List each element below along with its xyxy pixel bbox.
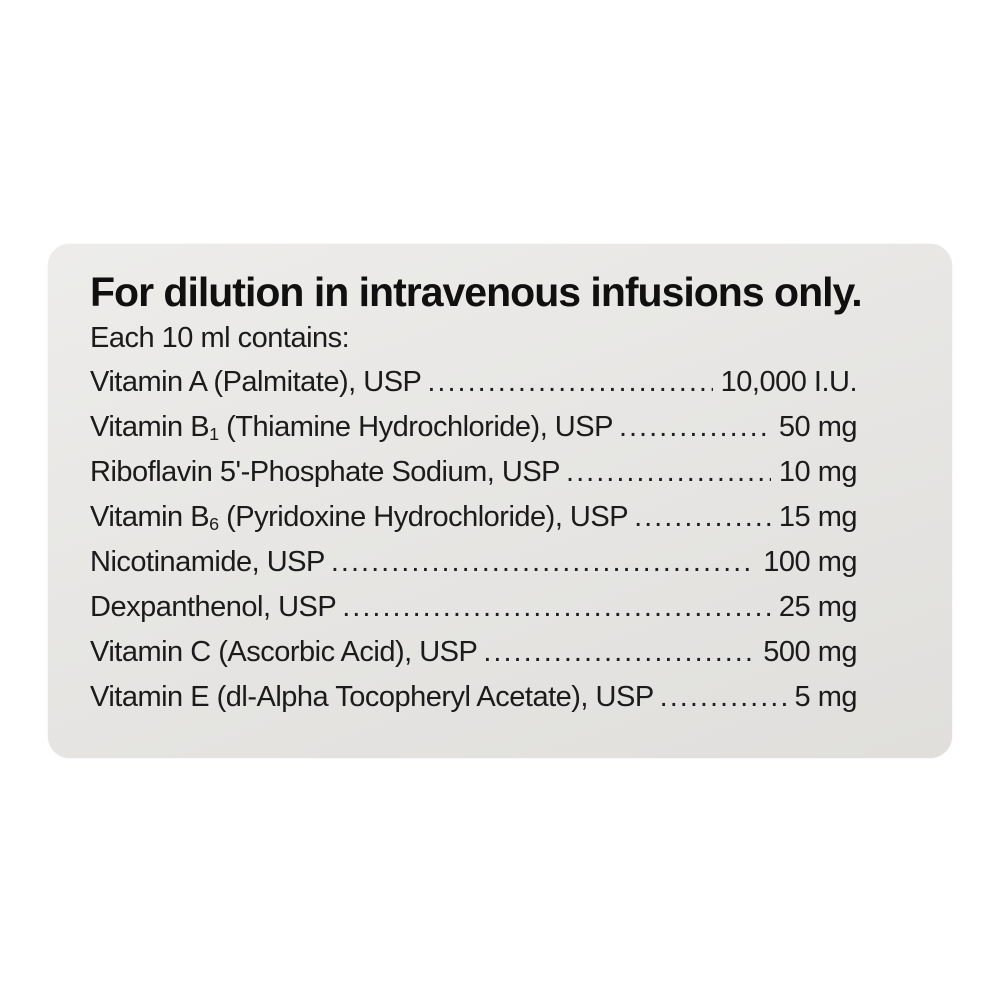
ingredient-name: Dexpanthenol, USP [90, 585, 337, 630]
ingredient-value: 50 mg [778, 411, 858, 443]
dot-leader: ........................................… [618, 411, 771, 443]
dot-leader: ........................................… [634, 501, 771, 533]
dot-leader: ........................................… [342, 591, 771, 623]
ingredient-row: Vitamin E (dl-Alpha Tocopheryl Acetate),… [90, 675, 858, 720]
contents-heading: Each 10 ml contains: [90, 322, 350, 354]
ingredient-row: Vitamin C (Ascorbic Acid), USP .........… [90, 630, 857, 675]
ingredient-value: 10 mg [778, 456, 858, 488]
ingredient-post: (Thiamine Hydrochloride), USP [218, 411, 613, 443]
ingredient-name: Vitamin E (dl-Alpha Tocopheryl Acetate),… [90, 675, 654, 720]
dot-leader: ........................................… [659, 681, 787, 713]
ingredient-pre: Vitamin A (Palmitate), USP [90, 366, 422, 398]
ingredient-value: 100 mg [763, 546, 857, 578]
ingredient-name: Vitamin B1 (Thiamine Hydrochloride), USP [90, 405, 613, 450]
ingredient-name: Vitamin A (Palmitate), USP [90, 360, 422, 405]
ingredient-value: 500 mg [763, 636, 857, 668]
ingredient-pre: Nicotinamide, USP [90, 546, 325, 578]
ingredient-subscript: 1 [209, 424, 219, 445]
ingredients-list: Vitamin A (Palmitate), USP .............… [90, 360, 912, 720]
ingredient-row: Riboflavin 5'-Phosphate Sodium, USP ....… [90, 450, 858, 495]
ingredient-pre: Vitamin B [90, 411, 210, 443]
ingredient-row: Vitamin A (Palmitate), USP .............… [90, 360, 858, 405]
ingredient-value: 25 mg [778, 591, 858, 623]
ingredient-value: 10,000 I.U. [720, 366, 858, 398]
dot-leader: ........................................… [483, 636, 755, 668]
ingredient-value: 5 mg [794, 681, 858, 713]
ingredient-row: Nicotinamide, USP ......................… [90, 540, 857, 585]
ingredient-row: Vitamin B1 (Thiamine Hydrochloride), USP… [90, 405, 858, 450]
ingredient-name: Nicotinamide, USP [90, 540, 325, 585]
ingredient-pre: Vitamin C (Ascorbic Acid), USP [90, 636, 478, 668]
ingredient-row: Vitamin B6 (Pyridoxine Hydrochloride), U… [90, 495, 858, 540]
ingredient-pre: Vitamin B [90, 501, 210, 533]
ingredient-post: (Pyridoxine Hydrochloride), USP [218, 501, 629, 533]
ingredient-name: Riboflavin 5'-Phosphate Sodium, USP [90, 450, 561, 495]
dot-leader: ........................................… [566, 456, 771, 488]
ingredient-pre: Vitamin E (dl-Alpha Tocopheryl Acetate),… [90, 681, 654, 713]
dot-leader: ........................................… [427, 366, 712, 398]
ingredient-subscript: 6 [209, 514, 219, 535]
medication-label-card: For dilution in intravenous infusions on… [48, 244, 952, 758]
dot-leader: ........................................… [330, 546, 755, 578]
ingredient-name: Vitamin B6 (Pyridoxine Hydrochloride), U… [90, 495, 629, 540]
label-title: For dilution in intravenous infusions on… [90, 269, 863, 315]
ingredient-pre: Riboflavin 5'-Phosphate Sodium, USP [90, 456, 561, 488]
ingredient-pre: Dexpanthenol, USP [90, 591, 337, 623]
ingredient-value: 15 mg [778, 501, 858, 533]
ingredient-row: Dexpanthenol, USP ......................… [90, 585, 858, 630]
ingredient-name: Vitamin C (Ascorbic Acid), USP [90, 630, 478, 675]
